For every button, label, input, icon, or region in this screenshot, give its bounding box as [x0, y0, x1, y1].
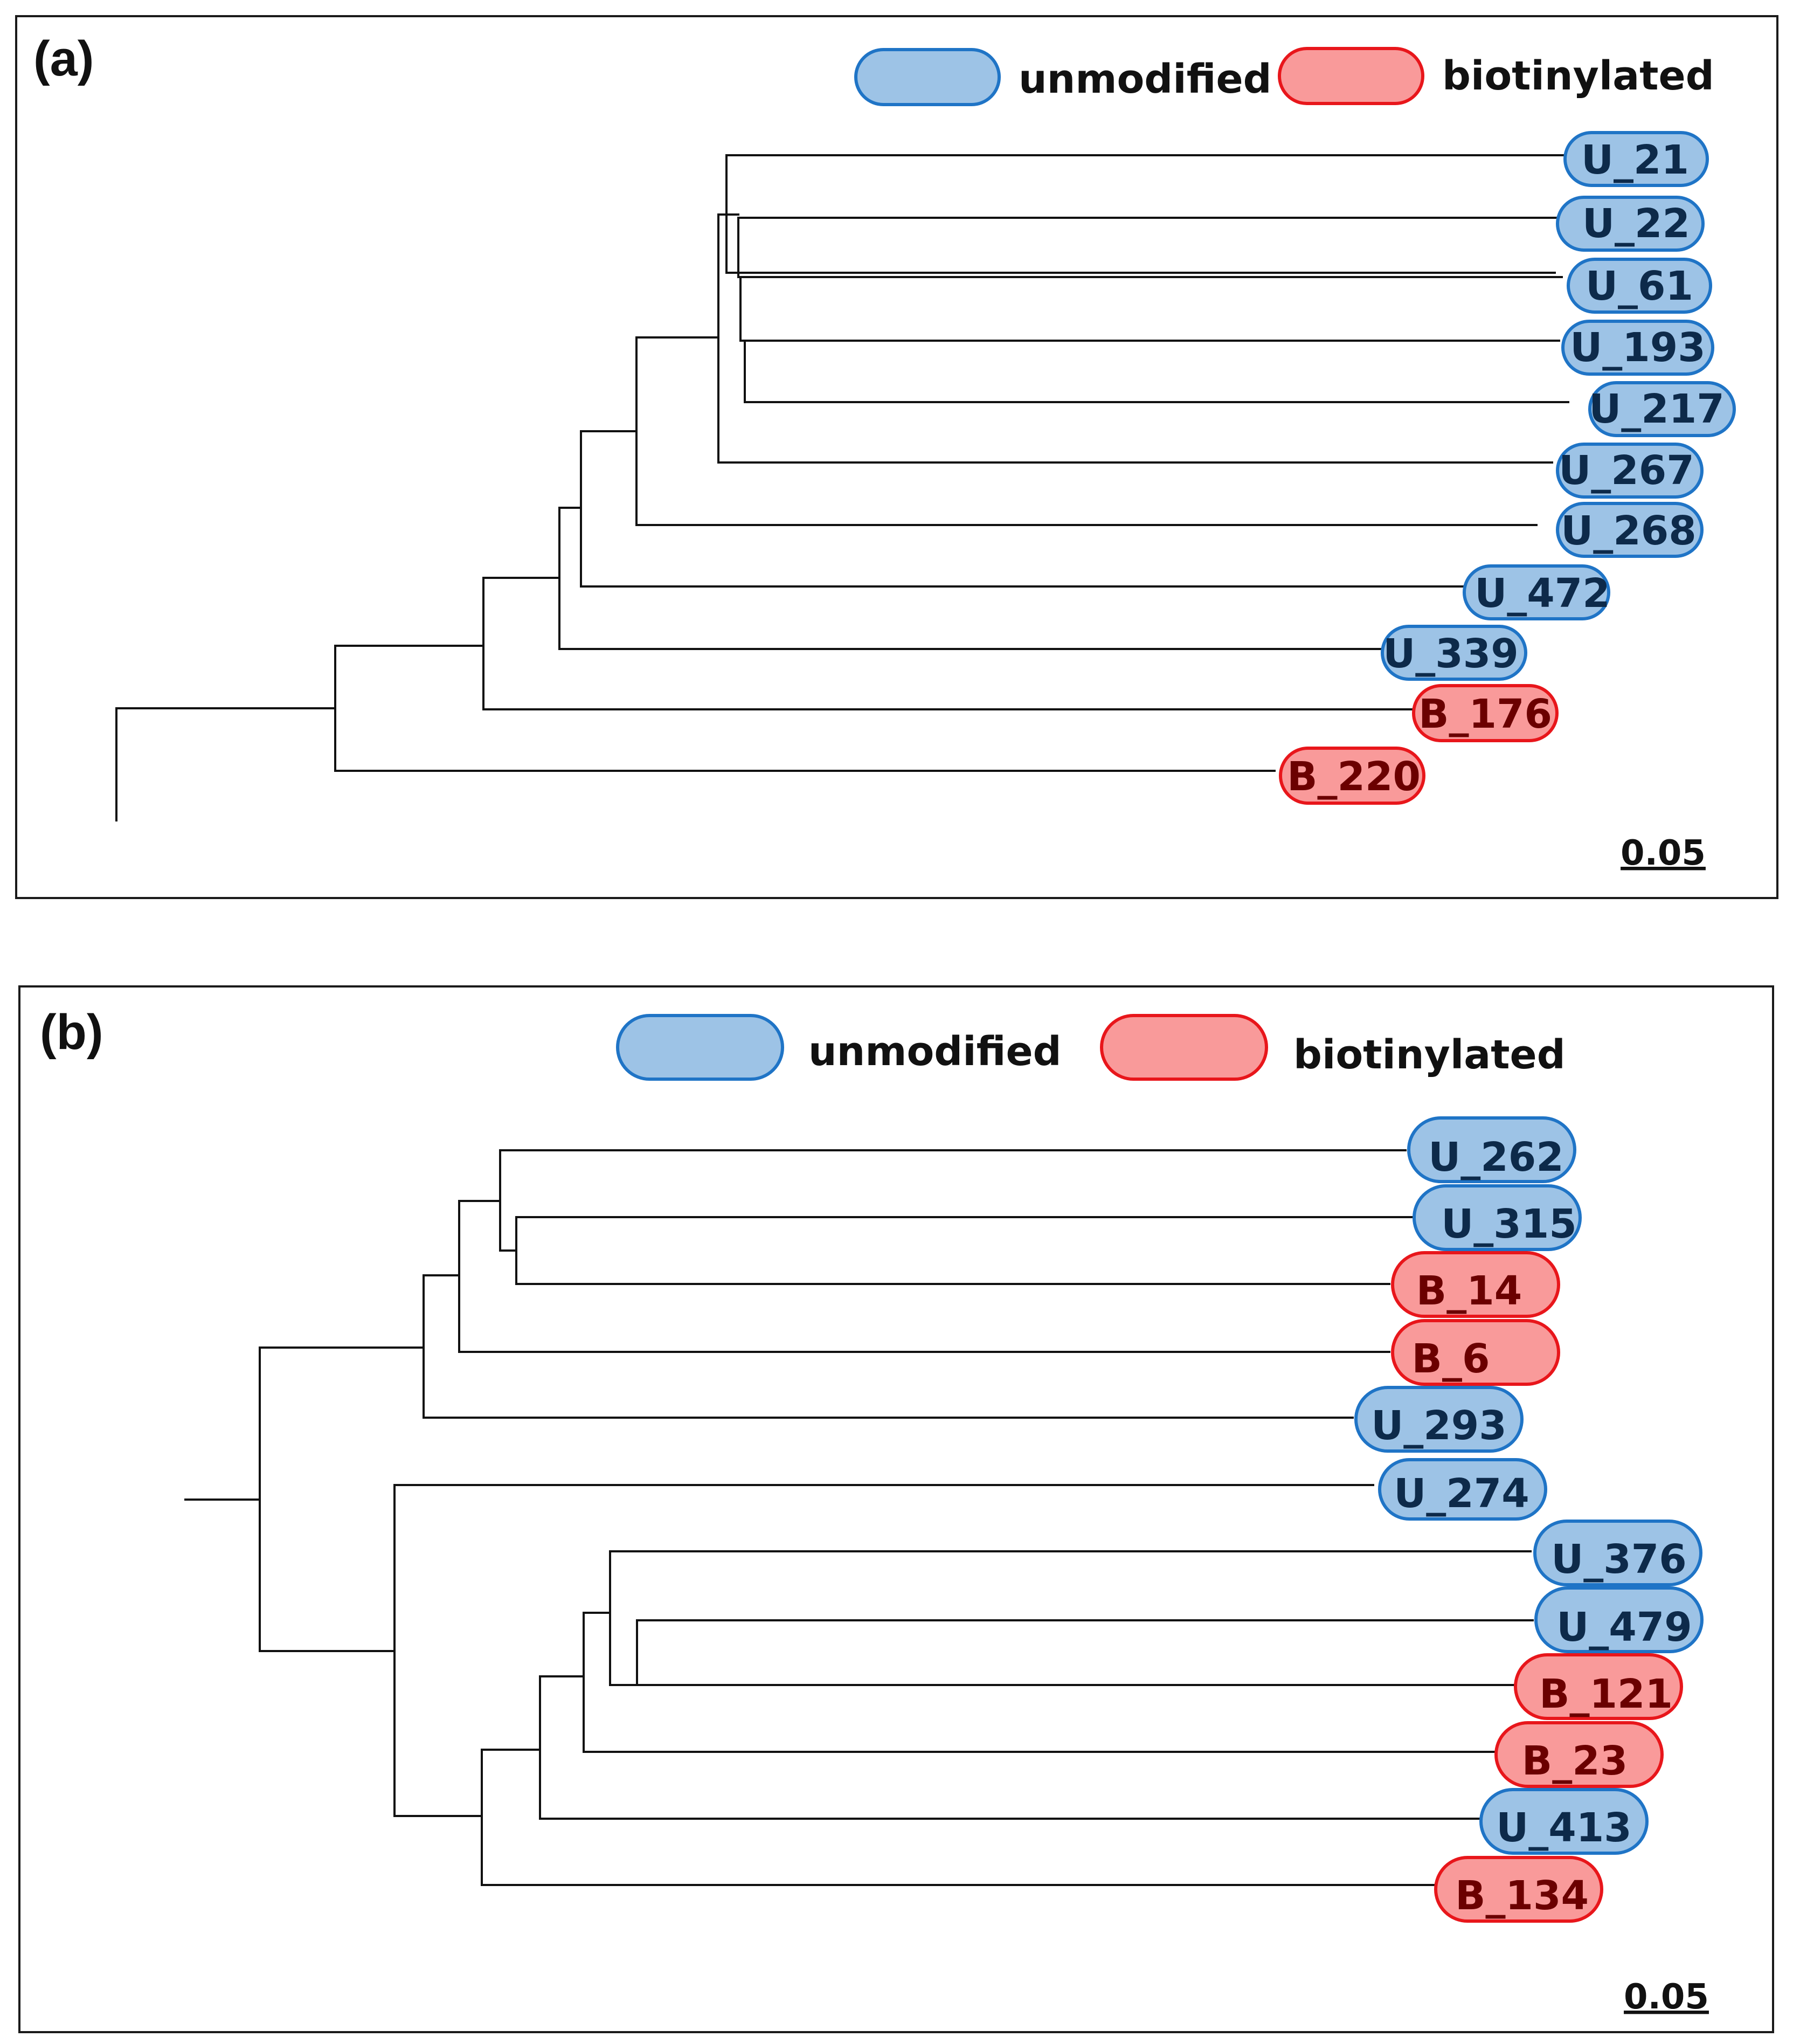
leaf-pill: U_413 [1479, 1788, 1649, 1855]
panel-b-leaves: U_262 U_315 B_14 B_6 U_293 U_274 [1354, 1116, 1704, 1923]
legend-biotinylated-label: biotinylated [1442, 53, 1714, 99]
leaf-pill: U_315 [1413, 1184, 1582, 1251]
panel-b-label: (b) [40, 1005, 103, 1060]
leaf-pill: B_6 [1391, 1319, 1560, 1386]
leaf-label: U_267 [1559, 447, 1694, 494]
leaf-pill: B_220 [1279, 747, 1425, 805]
leaf-label: U_21 [1581, 137, 1689, 183]
leaf-pill: B_23 [1494, 1721, 1664, 1788]
leaf-label: U_293 [1371, 1403, 1507, 1449]
leaf-pill: U_61 [1567, 258, 1712, 314]
leaf-pill: U_339 [1381, 625, 1527, 681]
leaf-label: U_22 [1582, 201, 1690, 247]
panel-a-leaves: U_21 U_22 U_61 U_193 U_217 U_267 [1279, 131, 1736, 805]
panel-b-tree [184, 1149, 1534, 1886]
legend-unmodified-label: unmodified [1019, 56, 1272, 102]
leaf-label: U_61 [1586, 263, 1693, 309]
leaf-label: U_315 [1441, 1201, 1577, 1247]
leaf-pill: U_193 [1561, 320, 1714, 376]
leaf-pill: U_21 [1563, 131, 1709, 187]
panel-b-legend: unmodified biotinylated [616, 1014, 1566, 1081]
leaf-label: U_217 [1589, 386, 1725, 432]
legend-biotinylated-swatch [1278, 47, 1424, 105]
leaf-pill: U_479 [1534, 1586, 1704, 1653]
leaf-label: U_262 [1428, 1134, 1564, 1180]
panel-b-frame [18, 985, 1774, 2033]
leaf-label: U_376 [1551, 1536, 1687, 1583]
leaf-label: U_413 [1496, 1805, 1632, 1851]
leaf-label: B_6 [1412, 1336, 1490, 1382]
legend-unmodified-swatch [854, 48, 1001, 106]
leaf-label: U_472 [1474, 570, 1610, 617]
tree-branches [115, 154, 1618, 821]
panel-a-label: (a) [33, 31, 94, 86]
legend-biotinylated-label: biotinylated [1293, 1032, 1566, 1078]
panel-b-scale-bar: 0.05 [1624, 1977, 1709, 2017]
legend-unmodified-swatch [616, 1014, 784, 1081]
panel-a: (a) unmodified biotinylated U_21 U_22 [15, 15, 1778, 899]
leaf-label: B_23 [1522, 1738, 1628, 1784]
leaf-pill: U_262 [1407, 1116, 1576, 1183]
panel-b: (b) unmodified biotinylated U_262 U_315 [18, 985, 1774, 2033]
panel-a-legend: unmodified biotinylated [854, 47, 1714, 106]
leaf-label: U_339 [1383, 631, 1519, 677]
tree-branches [184, 1149, 1534, 1886]
leaf-label: U_193 [1570, 324, 1706, 371]
leaf-label: U_479 [1556, 1604, 1692, 1651]
leaf-label: B_14 [1416, 1268, 1522, 1314]
leaf-label: B_121 [1539, 1671, 1673, 1717]
leaf-pill: B_134 [1434, 1856, 1603, 1923]
leaf-pill: U_293 [1354, 1386, 1524, 1453]
legend-unmodified-label: unmodified [808, 1028, 1062, 1075]
leaf-pill: U_274 [1378, 1458, 1547, 1521]
leaf-label: U_274 [1394, 1470, 1529, 1517]
leaf-pill: U_217 [1588, 381, 1736, 437]
panel-a-scale-bar: 0.05 [1621, 833, 1706, 873]
leaf-pill: U_472 [1463, 564, 1610, 620]
leaf-pill: U_268 [1556, 502, 1704, 558]
leaf-label: B_134 [1455, 1873, 1589, 1919]
leaf-label: U_268 [1561, 508, 1697, 554]
leaf-pill: B_176 [1412, 684, 1559, 742]
panel-a-frame [15, 15, 1778, 899]
leaf-pill: B_121 [1514, 1653, 1683, 1720]
leaf-pill: U_376 [1533, 1520, 1702, 1586]
leaf-pill: U_267 [1556, 443, 1704, 499]
legend-biotinylated-swatch [1100, 1014, 1268, 1081]
leaf-pill: B_14 [1391, 1251, 1560, 1318]
leaf-pill: U_22 [1556, 196, 1705, 252]
leaf-label: B_176 [1418, 691, 1552, 737]
leaf-label: B_220 [1287, 754, 1421, 800]
panel-a-tree [115, 154, 1618, 821]
